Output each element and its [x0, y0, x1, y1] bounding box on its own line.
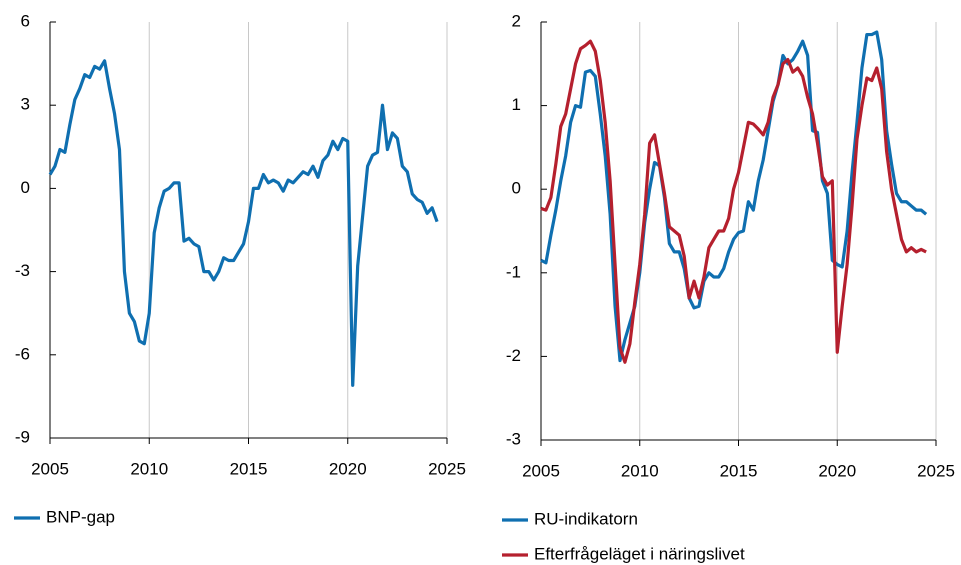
y-tick-label: 0 — [512, 179, 521, 198]
x-tick-label: 2025 — [917, 461, 955, 480]
series-line — [540, 39, 927, 364]
x-tick-label: 2015 — [230, 459, 268, 478]
y-tick-label: 0 — [21, 178, 30, 197]
y-tick-label: 1 — [512, 95, 521, 114]
series-line — [540, 30, 928, 363]
legend-label: BNP-gap — [46, 507, 115, 526]
y-tick-label: -6 — [15, 344, 30, 363]
y-tick-label: -2 — [506, 346, 521, 365]
x-tick-label: 2005 — [522, 461, 560, 480]
y-tick-label: -1 — [506, 262, 521, 281]
y-tick-label: -9 — [15, 427, 30, 446]
y-tick-label: 6 — [21, 11, 30, 30]
x-tick-label: 2020 — [818, 461, 856, 480]
y-tick-label: -3 — [15, 261, 30, 280]
x-tick-label: 2005 — [31, 459, 69, 478]
y-tick-label: 3 — [21, 95, 30, 114]
x-tick-label: 2025 — [428, 459, 466, 478]
x-tick-label: 2020 — [329, 459, 367, 478]
x-tick-label: 2015 — [720, 461, 758, 480]
legend-label: RU-indikatorn — [534, 509, 638, 528]
y-tick-label: -3 — [506, 429, 521, 448]
x-tick-label: 2010 — [621, 461, 659, 480]
legend-label: Efterfrågeläget i näringslivet — [534, 544, 745, 563]
series-line — [48, 59, 439, 387]
y-tick-label: 2 — [512, 11, 521, 30]
x-tick-label: 2010 — [130, 459, 168, 478]
